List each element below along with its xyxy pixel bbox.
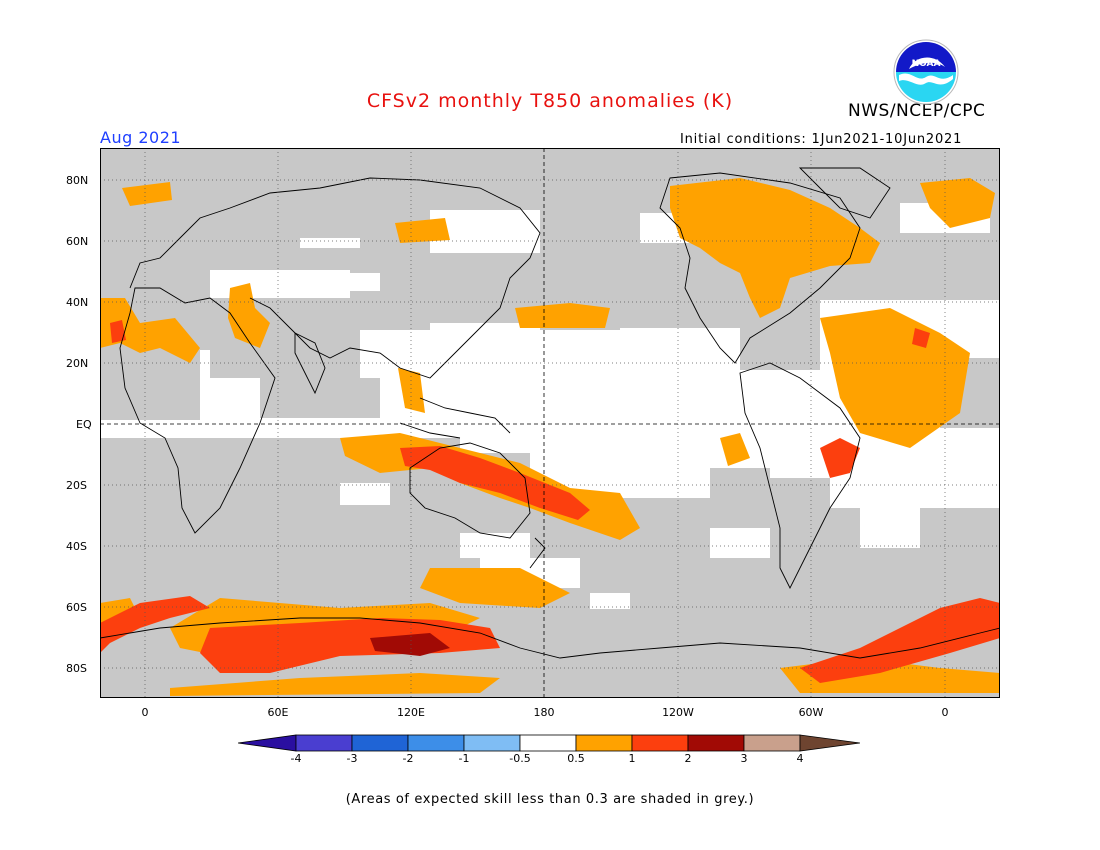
colorbar [238, 734, 860, 752]
anomaly-1-2 [100, 320, 1000, 683]
coastlines [100, 167, 1000, 659]
colorbar-minus1-minus0.5 [463, 734, 521, 752]
colorbar-minus3-minus2 [351, 734, 409, 752]
lat-label-60s: 60S [66, 601, 87, 614]
colorbar-tick-1: 1 [628, 752, 636, 765]
colorbar-tick-minus2: -2 [402, 752, 414, 765]
colorbar-tick-minus0.5: -0.5 [509, 752, 531, 765]
colorbar-lt-minus4 [238, 734, 297, 752]
lon-label-0-east: 0 [941, 706, 949, 719]
colorbar-3-4 [743, 734, 801, 752]
lon-label-60w: 60W [798, 706, 824, 719]
colorbar-tick-4: 4 [796, 752, 804, 765]
colorbar-tick-0.5: 0.5 [567, 752, 585, 765]
colorbar-tick-3: 3 [740, 752, 748, 765]
colorbar-gt-4 [799, 734, 860, 752]
colorbar-neutral [519, 734, 577, 752]
agency-label: NWS/NCEP/CPC [848, 101, 986, 121]
initial-conditions-label: Initial conditions: 1Jun2021-10Jun2021 [680, 132, 963, 147]
map-title: CFSv2 monthly T850 anomalies (K) [366, 90, 734, 112]
grey-shading-note: (Areas of expected skill less than 0.3 a… [345, 792, 755, 807]
valid-month-label: Aug 2021 [100, 128, 182, 147]
lat-label-40s: 40S [66, 540, 87, 553]
colorbar-2-3 [687, 734, 745, 752]
anomaly-2-3 [370, 633, 450, 656]
anomaly-map [100, 148, 1000, 698]
equator-dateline [100, 148, 1000, 698]
lat-label-40n: 40N [66, 296, 89, 309]
lat-label-eq: EQ [76, 418, 92, 431]
svg-text:NOAA: NOAA [912, 59, 941, 69]
lon-label-0: 0 [141, 706, 149, 719]
low-skill-grey-mask [100, 148, 1000, 698]
lat-label-20s: 20S [66, 479, 87, 492]
lon-label-60e: 60E [267, 706, 289, 719]
colorbar-tick-2: 2 [684, 752, 692, 765]
lon-label-180: 180 [533, 706, 555, 719]
noaa-logo: NOAA [893, 39, 959, 105]
colorbar-tick-minus4: -4 [290, 752, 302, 765]
colorbar-1-2 [631, 734, 689, 752]
colorbar-minus4-minus3 [295, 734, 353, 752]
lat-label-20n: 20N [66, 357, 89, 370]
lat-label-80s: 80S [66, 662, 87, 675]
lon-label-120w: 120W [662, 706, 694, 719]
colorbar-minus2-minus1 [407, 734, 465, 752]
lat-label-80n: 80N [66, 174, 89, 187]
colorbar-tick-minus1: -1 [458, 752, 470, 765]
lon-label-120e: 120E [397, 706, 425, 719]
colorbar-0.5-1 [575, 734, 633, 752]
colorbar-tick-minus3: -3 [346, 752, 358, 765]
lat-label-60n: 60N [66, 235, 89, 248]
